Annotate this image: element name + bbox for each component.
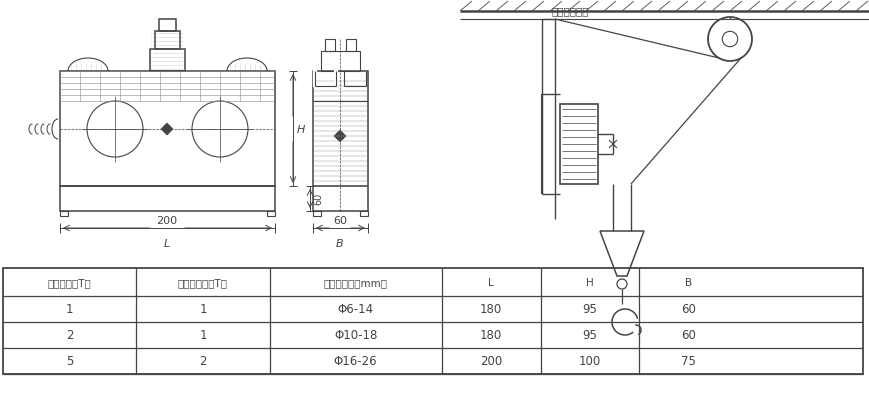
Text: B: B: [686, 277, 693, 287]
Bar: [155, 32, 180, 50]
Text: 2: 2: [66, 329, 73, 342]
Text: H: H: [297, 125, 305, 135]
Bar: [267, 211, 275, 217]
Bar: [321, 52, 360, 72]
Text: 180: 180: [480, 329, 502, 342]
Text: Φ16-26: Φ16-26: [334, 354, 377, 368]
Bar: [159, 20, 176, 32]
Text: 60: 60: [333, 215, 347, 225]
Text: L: L: [164, 239, 170, 248]
Bar: [60, 211, 68, 217]
Bar: [313, 72, 368, 211]
Text: 钢丝绳直径（mm）: 钢丝绳直径（mm）: [323, 277, 388, 287]
Text: 额定载荷（T）: 额定载荷（T）: [48, 277, 91, 287]
Text: 95: 95: [582, 329, 597, 342]
Text: 1: 1: [199, 329, 207, 342]
Text: 60: 60: [313, 192, 323, 205]
Text: L: L: [488, 277, 494, 287]
Text: Φ6-14: Φ6-14: [337, 303, 374, 316]
Text: 60: 60: [681, 329, 696, 342]
Bar: [346, 40, 356, 52]
Bar: [360, 211, 368, 217]
Bar: [3, 268, 863, 374]
Text: 200: 200: [156, 215, 177, 225]
Bar: [313, 211, 321, 217]
Text: 5: 5: [66, 354, 73, 368]
Text: 60: 60: [681, 303, 696, 316]
Text: 200: 200: [480, 354, 502, 368]
Text: 1: 1: [66, 303, 73, 316]
Text: B: B: [336, 239, 344, 248]
Polygon shape: [161, 124, 173, 136]
Bar: [325, 40, 335, 52]
Polygon shape: [334, 131, 346, 143]
Text: 至仪表信号线: 至仪表信号线: [551, 6, 588, 16]
Text: 180: 180: [480, 303, 502, 316]
Text: 100: 100: [579, 354, 601, 368]
Text: 传感器容量（T）: 传感器容量（T）: [178, 277, 228, 287]
Bar: [560, 105, 598, 184]
Text: 2: 2: [199, 354, 207, 368]
Bar: [60, 186, 275, 211]
Text: 95: 95: [582, 303, 597, 316]
Text: 1: 1: [199, 303, 207, 316]
Bar: [150, 50, 185, 72]
Text: H: H: [586, 277, 594, 287]
Text: Φ10-18: Φ10-18: [334, 329, 377, 342]
Text: 75: 75: [681, 354, 696, 368]
Bar: [60, 72, 275, 186]
